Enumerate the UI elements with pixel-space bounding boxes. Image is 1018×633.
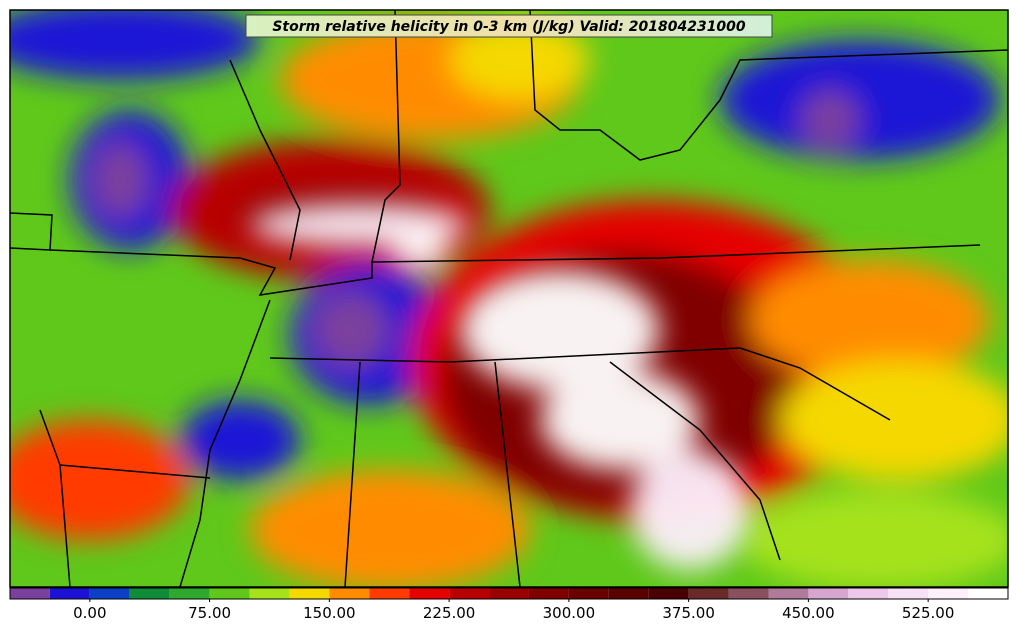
colorbar-segment xyxy=(49,588,90,599)
colorbar-segment xyxy=(169,588,210,599)
colorbar-segment xyxy=(329,588,370,599)
colorbar-segment xyxy=(369,588,410,599)
title-box xyxy=(245,14,773,38)
colorbar-segment xyxy=(289,588,330,599)
colorbar-segment xyxy=(129,588,170,599)
colorbar-segment xyxy=(89,588,130,599)
state-borders xyxy=(10,10,1008,587)
colorbar-segment xyxy=(768,588,809,599)
colorbar-tick-label: 150.00 xyxy=(303,604,356,622)
colorbar-segment xyxy=(848,588,889,599)
colorbar-tick-label: 0.00 xyxy=(73,604,106,622)
colorbar-segment xyxy=(489,588,529,599)
colorbar-segment xyxy=(928,588,969,599)
colorbar-segment xyxy=(808,588,849,599)
colorbar-tick-label: 525.00 xyxy=(902,604,955,622)
colorbar-tick-label: 75.00 xyxy=(188,604,231,622)
colorbar-segment xyxy=(728,588,769,599)
colorbar-tick-label: 300.00 xyxy=(543,604,596,622)
colorbar-segment xyxy=(528,588,569,599)
colorbar-segment xyxy=(888,588,929,599)
colorbar-segment xyxy=(648,588,689,599)
colorbar-frame xyxy=(9,587,1009,600)
helicity-field xyxy=(10,10,1008,587)
colorbar-segment xyxy=(688,588,729,599)
map-title: Storm relative helicity in 0-3 km (J/kg)… xyxy=(272,19,746,35)
colorbar-segment xyxy=(249,588,290,599)
colorbar: 0.00 75.00 150.00 225.00 300.00 375.00 450.00 5… xyxy=(9,587,1009,622)
colorbar-segment xyxy=(409,588,450,599)
colorbar-segment xyxy=(10,588,50,599)
colorbar-tick-label: 225.00 xyxy=(423,604,476,622)
colorbar-tick-label: 450.00 xyxy=(782,604,835,622)
colorbar-segment xyxy=(968,588,1008,599)
colorbar-segment xyxy=(608,588,649,599)
colorbar-segment xyxy=(568,588,609,599)
colorbar-tick-label: 375.00 xyxy=(662,604,715,622)
colorbar-segment xyxy=(209,588,250,599)
map-frame xyxy=(9,9,1009,588)
colorbar-segment xyxy=(449,588,490,599)
